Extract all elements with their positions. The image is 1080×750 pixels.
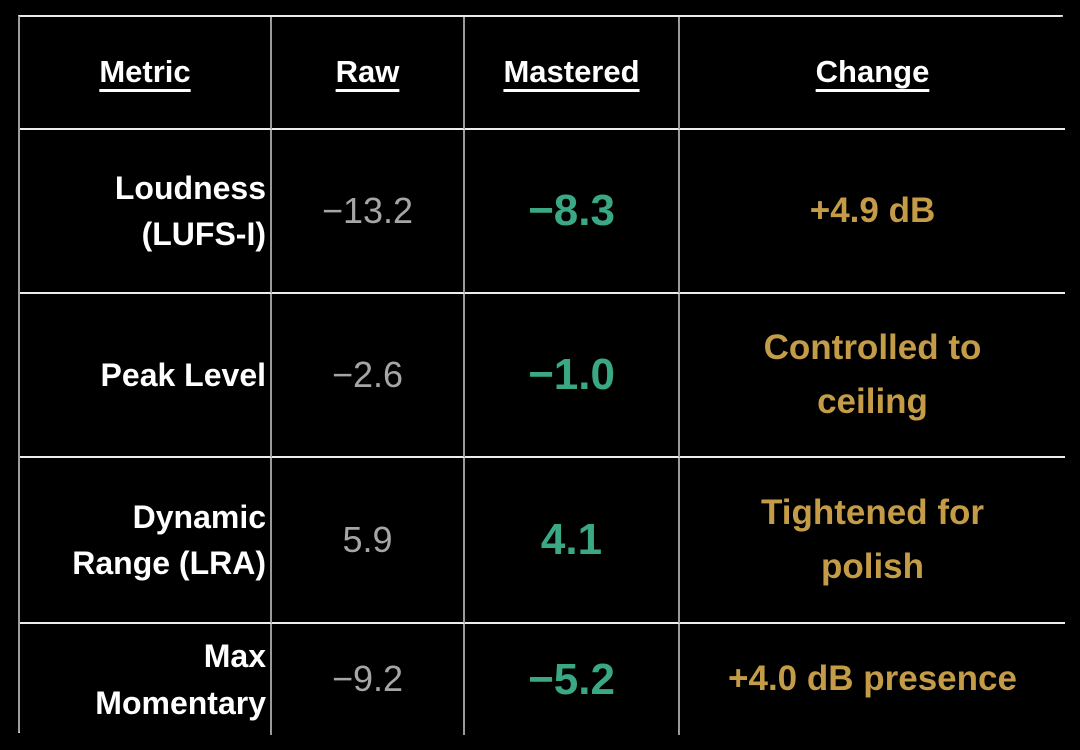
- row-loudness-mastered-value: −8.3: [465, 130, 680, 294]
- row-loudness-raw-value: −13.2: [272, 130, 465, 294]
- row-peak-mastered-value: −1.0: [465, 294, 680, 458]
- row-peak-change-value: Controlled to ceiling: [680, 294, 1065, 458]
- row-dynamic-range-change-value: Tightened for polish: [680, 458, 1065, 624]
- header-cell-metric: Metric: [20, 17, 272, 130]
- row-max-momentary-raw-value: −9.2: [272, 624, 465, 735]
- header-cell-raw: Raw: [272, 17, 465, 130]
- row-dynamic-range-mastered-value: 4.1: [465, 458, 680, 624]
- row-peak-raw-value: −2.6: [272, 294, 465, 458]
- row-peak-metric-label: Peak Level: [20, 294, 272, 458]
- row-loudness-metric-label: Loudness (LUFS-I): [20, 130, 272, 294]
- row-dynamic-range-raw-value: 5.9: [272, 458, 465, 624]
- mastering-comparison-table: Metric Raw Mastered Change Loudness (LUF…: [18, 15, 1065, 735]
- row-max-momentary-metric-label: Max Momentary: [20, 624, 272, 735]
- row-max-momentary-change-value: +4.0 dB presence: [680, 624, 1065, 735]
- row-max-momentary-mastered-value: −5.2: [465, 624, 680, 735]
- row-loudness-change-value: +4.9 dB: [680, 130, 1065, 294]
- row-dynamic-range-metric-label: Dynamic Range (LRA): [20, 458, 272, 624]
- header-cell-mastered: Mastered: [465, 17, 680, 130]
- header-cell-change: Change: [680, 17, 1065, 130]
